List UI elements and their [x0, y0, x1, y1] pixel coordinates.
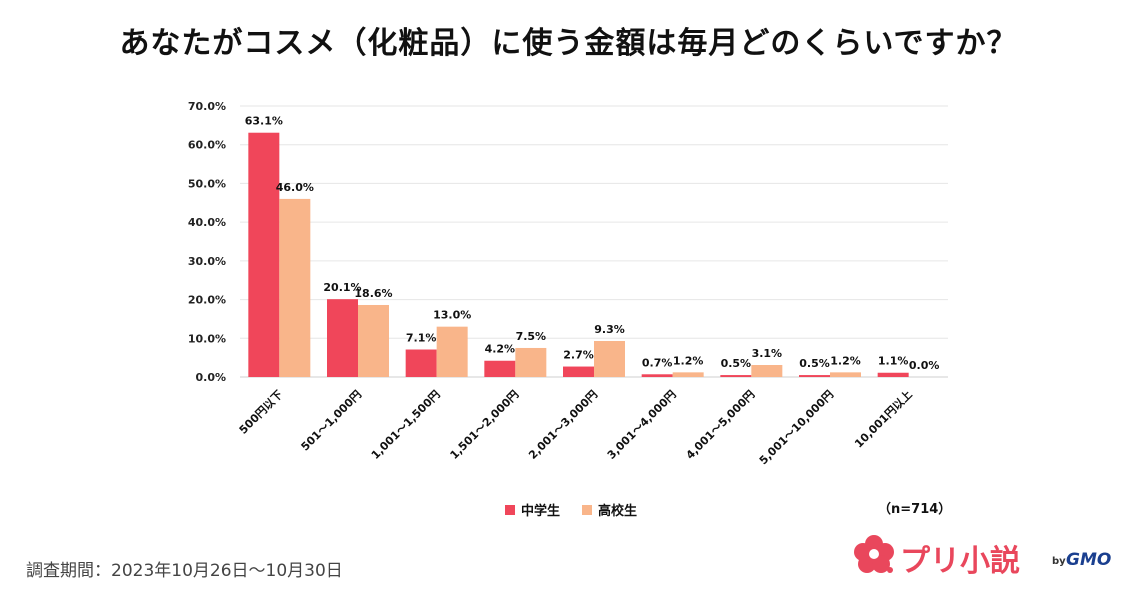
- y-tick-label: 20.0%: [188, 294, 226, 307]
- legend-label-series2: 高校生: [598, 504, 638, 519]
- data-label: 0.7%: [642, 356, 673, 369]
- category-label: 10,001円以上: [852, 387, 915, 450]
- category-label: 2,001～3,000円: [526, 388, 600, 462]
- legend-item-series1: 中学生: [505, 500, 560, 519]
- logo-by: by: [1052, 556, 1066, 567]
- bar-series1: [641, 374, 673, 377]
- category-label: 501～1,000円: [299, 388, 365, 454]
- logo-brand: GMO: [1066, 550, 1112, 570]
- data-label: 1.2%: [830, 354, 861, 367]
- data-label: 46.0%: [276, 181, 314, 194]
- y-tick-label: 30.0%: [188, 255, 226, 268]
- logo-text: プリ小説: [900, 544, 1020, 579]
- bar-series1: [327, 299, 358, 377]
- bar-series2: [515, 347, 547, 377]
- data-label: 18.6%: [354, 287, 392, 300]
- data-label: 3.1%: [752, 347, 783, 360]
- bar-series2: [279, 198, 311, 377]
- data-label: 4.2%: [485, 343, 516, 356]
- bar-series2: [358, 304, 389, 377]
- category-label: 4,001～5,000円: [683, 388, 757, 462]
- data-label: 1.2%: [673, 354, 704, 367]
- bar-series2: [672, 372, 704, 377]
- bar-series1: [248, 132, 280, 377]
- data-label: 63.1%: [245, 115, 283, 128]
- category-label: 1,501～2,000円: [447, 388, 521, 462]
- bar-series1: [799, 375, 830, 377]
- data-label: 0.5%: [721, 357, 752, 370]
- survey-period: 調査期間：2023年10月26日～10月30日: [26, 561, 343, 581]
- bar-series2: [594, 340, 625, 377]
- chart-title: あなたがコスメ（化粧品）に使う金額は毎月どのくらいですか？: [119, 26, 1018, 61]
- legend-item-series2: 高校生: [582, 500, 637, 519]
- bar-series1: [877, 372, 909, 377]
- sample-size-note: （n=714）: [878, 502, 952, 517]
- y-tick-label: 50.0%: [188, 177, 226, 190]
- legend-swatch-series1: [505, 504, 515, 515]
- flower-logo-icon: [854, 535, 894, 573]
- bar-series2: [751, 364, 783, 377]
- data-label: 7.1%: [406, 332, 437, 345]
- bar-series2: [436, 326, 468, 377]
- data-label: 20.1%: [323, 281, 361, 294]
- bar-series1: [484, 360, 516, 377]
- bar-series1: [720, 375, 752, 377]
- category-label: 5,001～10,000円: [757, 388, 836, 467]
- data-label: 13.0%: [433, 309, 471, 322]
- y-tick-label: 70.0%: [188, 100, 226, 113]
- category-label: 3,001～4,000円: [605, 388, 679, 462]
- y-tick-label: 10.0%: [188, 332, 226, 345]
- y-tick-label: 0.0%: [195, 371, 226, 384]
- brand-logo: プリ小説 by GMO: [852, 530, 1122, 580]
- legend-label-series1: 中学生: [521, 504, 561, 519]
- legend-swatch-series2: [582, 504, 593, 515]
- data-label: 9.3%: [594, 323, 625, 336]
- bar-series1: [405, 349, 437, 377]
- category-label: 1,001～1,500円: [369, 388, 443, 462]
- data-label: 1.1%: [878, 355, 909, 368]
- data-label: 7.5%: [516, 330, 547, 343]
- category-label: 500円以下: [237, 388, 286, 437]
- data-label: 0.5%: [799, 357, 830, 370]
- y-tick-label: 60.0%: [188, 139, 226, 152]
- data-label: 0.0%: [909, 359, 940, 372]
- y-tick-label: 40.0%: [188, 216, 226, 229]
- bar-series2: [830, 372, 861, 377]
- data-label: 2.7%: [563, 349, 594, 362]
- bar-series1: [563, 366, 594, 377]
- legend: 中学生 高校生: [505, 500, 637, 519]
